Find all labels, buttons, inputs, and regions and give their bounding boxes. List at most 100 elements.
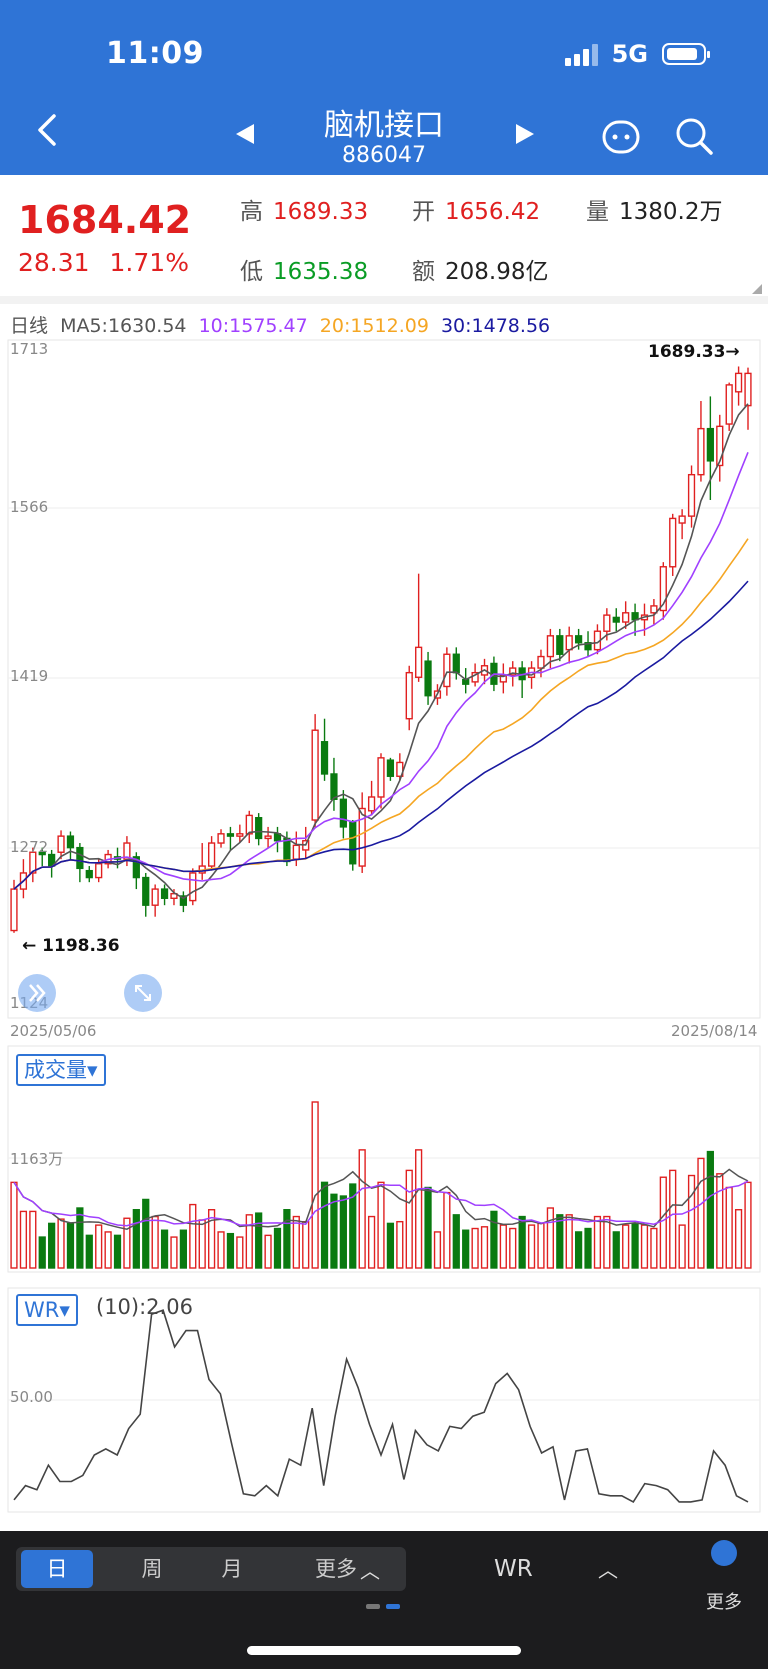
tab-month[interactable]: 月 xyxy=(221,1557,243,1581)
volume-bar xyxy=(744,1181,752,1269)
period-label: 日线 xyxy=(10,315,49,337)
chevron-up-icon[interactable]: ︿ xyxy=(360,1559,380,1583)
volume-bar xyxy=(302,1220,310,1269)
candle-body xyxy=(283,837,291,863)
volume-bar xyxy=(339,1195,347,1269)
ma20-label: 20:1512.09 xyxy=(319,315,429,337)
candle-body xyxy=(697,427,705,476)
volume-bar xyxy=(367,1215,376,1269)
volume-indicator-button[interactable]: 成交量▾ xyxy=(16,1054,106,1086)
volume-frame xyxy=(7,1045,761,1273)
volume-bar xyxy=(669,1169,677,1269)
kline-chart[interactable] xyxy=(0,0,768,1531)
candle-body xyxy=(546,635,555,658)
candle-body xyxy=(716,425,724,467)
volume-bar xyxy=(113,1234,122,1269)
volume-bar xyxy=(640,1224,649,1269)
volume-bar xyxy=(706,1150,714,1269)
quote-panel xyxy=(0,175,768,293)
fullscreen-icon[interactable] xyxy=(124,974,162,1012)
volume-bar xyxy=(48,1222,56,1269)
volume-bar xyxy=(546,1207,555,1269)
volume-bar xyxy=(631,1222,639,1269)
candle-body xyxy=(264,835,272,840)
home-indicator[interactable] xyxy=(247,1646,521,1655)
back-chevron-icon[interactable] xyxy=(30,112,66,148)
volume-bar xyxy=(207,1209,216,1269)
candle-body xyxy=(57,835,65,853)
candle-body xyxy=(367,796,376,812)
volume-bar xyxy=(76,1207,84,1269)
candle-body xyxy=(377,757,385,798)
expand-corner-icon[interactable] xyxy=(752,284,762,294)
candle-body xyxy=(565,635,573,651)
candle-body xyxy=(415,646,423,678)
candle-body xyxy=(226,833,235,837)
volume-bar xyxy=(678,1224,686,1269)
indicator-chevron-up-icon[interactable]: ︿ xyxy=(598,1558,618,1582)
next-triangle-icon[interactable] xyxy=(516,124,534,144)
wr-indicator-button[interactable]: WR▾ xyxy=(16,1294,78,1326)
candle-body xyxy=(273,833,282,842)
candle-body xyxy=(509,667,517,676)
candle-body xyxy=(424,660,432,697)
volume-bar xyxy=(509,1227,517,1269)
period-tabs: 日 周 月 更多 ︿ xyxy=(16,1547,406,1591)
chat-bubble-icon[interactable] xyxy=(602,118,640,156)
tab-day[interactable]: 日 xyxy=(21,1550,93,1588)
volume-bar xyxy=(10,1181,18,1269)
stock-code: 886047 xyxy=(342,143,426,168)
more-button[interactable]: 更多 xyxy=(706,1592,742,1613)
candle-body xyxy=(207,842,216,867)
top-header: 11:09 5G 脑机接口 886047 xyxy=(0,0,768,175)
tab-week[interactable]: 周 xyxy=(141,1557,163,1581)
wr-value: (10):2.06 xyxy=(96,1295,193,1319)
volume-field: 量 1380.2万 xyxy=(586,199,723,225)
volume-bar xyxy=(123,1217,131,1269)
tab-more[interactable]: 更多 xyxy=(315,1557,357,1581)
volume-bar xyxy=(283,1209,291,1269)
volume-bar xyxy=(593,1215,602,1269)
indicator-tab[interactable]: WR xyxy=(494,1556,533,1582)
divider xyxy=(0,296,768,304)
volume-bar xyxy=(490,1210,498,1269)
wr-line xyxy=(13,1309,749,1503)
prev-triangle-icon[interactable] xyxy=(236,124,254,144)
volume-bar xyxy=(565,1214,573,1269)
volume-y-label: 1163万 xyxy=(10,1150,64,1168)
volume-bar xyxy=(179,1229,188,1269)
candle-body xyxy=(330,773,338,800)
volume-bar xyxy=(245,1214,253,1269)
volume-bar xyxy=(480,1226,489,1269)
candle-body xyxy=(537,655,545,669)
candle-body xyxy=(396,761,404,777)
candle-body xyxy=(132,856,140,879)
volume-bar xyxy=(659,1176,667,1269)
search-icon[interactable] xyxy=(674,116,714,156)
avatar[interactable] xyxy=(711,1540,737,1566)
volume-bar xyxy=(527,1224,536,1269)
volume-bar xyxy=(622,1224,630,1269)
candle-body xyxy=(622,612,630,623)
candle-body xyxy=(556,635,564,655)
ma10-line xyxy=(13,452,749,890)
open-field: 开 1656.42 xyxy=(412,199,541,225)
page-indicator xyxy=(366,1604,400,1609)
candle-body xyxy=(687,473,696,517)
volume-bar xyxy=(320,1181,329,1269)
volume-bar xyxy=(452,1214,460,1269)
status-time: 11:09 xyxy=(106,36,204,71)
candle-body xyxy=(452,653,460,674)
volume-bar xyxy=(462,1229,470,1269)
signal-icon xyxy=(564,42,598,66)
fast-forward-icon[interactable] xyxy=(18,974,56,1012)
change-value: 28.31 xyxy=(18,248,90,277)
volume-bar xyxy=(697,1157,705,1269)
candle-body xyxy=(189,872,197,902)
candle-body xyxy=(66,835,75,849)
volume-bar xyxy=(584,1227,592,1269)
volume-bar xyxy=(386,1222,395,1269)
volume-bar xyxy=(132,1209,140,1269)
volume-bar xyxy=(160,1229,169,1269)
candle-body xyxy=(151,888,159,906)
